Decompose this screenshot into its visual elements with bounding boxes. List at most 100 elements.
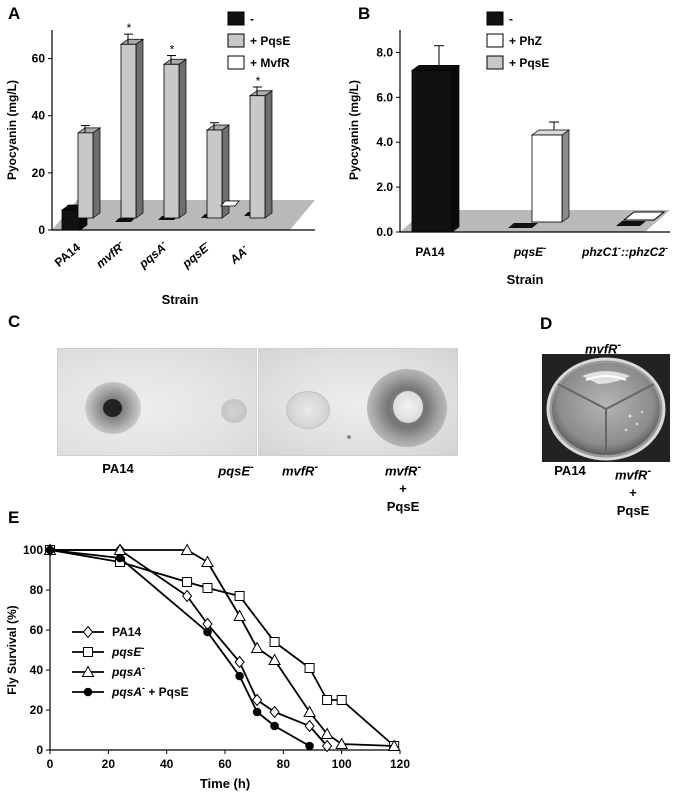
colony-pa14 bbox=[103, 399, 122, 417]
caption-c-pqse: pqsE- bbox=[218, 461, 254, 479]
chart-a-legend-2-swatch bbox=[227, 55, 245, 70]
chart-b-bar-black-top bbox=[410, 65, 461, 71]
chart-a-bar-grey bbox=[249, 95, 266, 219]
chart-e-x-tick-label: 40 bbox=[160, 757, 174, 771]
plate-photo-left bbox=[57, 348, 257, 456]
chart-e-point-3 bbox=[305, 741, 314, 751]
chart-b-legend-1-label: + PhZ bbox=[509, 34, 542, 48]
chart-b-bar-white-zero bbox=[622, 211, 666, 221]
caption-d-pa14: PA14 bbox=[554, 463, 586, 478]
chart-a-ylabel: Pyocyanin (mg/L) bbox=[5, 80, 19, 180]
chart-a-significance: * bbox=[127, 21, 132, 35]
chart-e-point-1 bbox=[304, 663, 315, 673]
chart-e-y-tick-label: 40 bbox=[30, 663, 44, 677]
petri-dish-photo bbox=[542, 354, 670, 462]
chart-e-line-2 bbox=[50, 549, 395, 747]
chart-e-legend-marker bbox=[82, 625, 94, 639]
chart-e-legend-label: pqsA- + PqsE bbox=[111, 683, 189, 699]
chart-a-legend-0-label: - bbox=[250, 12, 254, 26]
chart-a-category-label: AA- bbox=[225, 242, 252, 268]
chart-b-category-label: phzC1-::phzC2- bbox=[581, 243, 668, 259]
chart-b-bar-white-side bbox=[561, 129, 570, 223]
chart-a-y-tick-label: 60 bbox=[32, 52, 46, 66]
chart-e-point-1 bbox=[182, 577, 193, 587]
chart-e-legend-marker bbox=[83, 647, 93, 657]
chart-e-point-1 bbox=[202, 583, 213, 593]
chart-e-point-0 bbox=[269, 705, 280, 719]
chart-b-legend-0-label: - bbox=[509, 12, 513, 26]
chart-e-point-3 bbox=[235, 671, 244, 681]
chart-e-legend-marker bbox=[83, 687, 93, 697]
chart-a-bar-grey bbox=[120, 43, 137, 219]
chart-e-point-3 bbox=[115, 553, 125, 563]
chart-e-legend-marker bbox=[81, 665, 95, 677]
chart-a-category-label: mvfR- bbox=[92, 237, 128, 270]
chart-a-legend-1-swatch bbox=[227, 33, 245, 48]
panel-label-c: C bbox=[8, 312, 21, 331]
caption-c-mvfr: mvfR- bbox=[281, 461, 319, 479]
chart-e-point-1 bbox=[336, 695, 347, 705]
chart-a-significance: * bbox=[256, 74, 261, 88]
chart-a-bar-grey-side bbox=[135, 38, 144, 219]
chart-a-bar-grey-side bbox=[92, 127, 101, 219]
chart-e-legend-label: pqsA- bbox=[111, 663, 145, 679]
chart-e-point-0 bbox=[234, 655, 245, 669]
chart-e-point-2 bbox=[250, 641, 264, 653]
chart-b-bar-black-zero bbox=[508, 223, 538, 228]
chart-a-category-label: PA14 bbox=[52, 240, 84, 270]
chart-a-category-label: pqsA- bbox=[134, 237, 170, 271]
chart-b-legend-2-label: + PqsE bbox=[509, 56, 549, 70]
chart-b-category-label: pqsE- bbox=[513, 243, 546, 259]
chart-a-bar-grey bbox=[206, 129, 223, 219]
chart-a-bar-grey bbox=[77, 132, 94, 219]
chart-e-legend-label: PA14 bbox=[112, 625, 141, 639]
chart-e-y-tick-label: 80 bbox=[30, 583, 44, 597]
chart-e-point-3 bbox=[203, 627, 212, 637]
chart-e-point-3 bbox=[270, 721, 279, 731]
chart-b-bar-black-side bbox=[451, 64, 460, 233]
chart-b: 0.0 2.0 4.0 6.0 8.0 Pyocyanin (mg/L) Strain PA1… bbox=[347, 11, 670, 287]
chart-a-bar-grey-side bbox=[264, 90, 273, 219]
chart-e-y-tick-label: 60 bbox=[30, 623, 44, 637]
caption-d-top: mvfR- bbox=[584, 339, 622, 357]
chart-e-x-tick-label: 0 bbox=[47, 757, 54, 771]
chart-b-y-tick-label: 8.0 bbox=[376, 45, 393, 59]
chart-b-ylabel: Pyocyanin (mg/L) bbox=[347, 80, 361, 180]
chart-b-legend-1-swatch bbox=[486, 33, 504, 48]
colony-mvfr bbox=[286, 391, 330, 429]
chart-e-point-1 bbox=[234, 591, 245, 601]
chart-b-legend-0-swatch bbox=[486, 11, 504, 26]
chart-b-xlabel: Strain bbox=[507, 272, 544, 287]
chart-b-y-tick-label: 0.0 bbox=[376, 225, 393, 239]
chart-e-x-tick-label: 120 bbox=[390, 757, 410, 771]
chart-e-x-tick-label: 20 bbox=[102, 757, 116, 771]
chart-e-point-0 bbox=[181, 589, 193, 603]
chart-a: 0 20 40 60 Pyocyanin (mg/L) Strain PA14 * mvfR- *… bbox=[5, 11, 315, 307]
chart-b-y-tick-label: 2.0 bbox=[376, 180, 393, 194]
chart-b-category-label: PA14 bbox=[415, 245, 444, 259]
chart-e-point-0 bbox=[321, 739, 333, 753]
petri-dish bbox=[546, 357, 666, 461]
chart-e-xlabel: Time (h) bbox=[200, 776, 250, 791]
chart-e-x-tick-label: 80 bbox=[277, 757, 291, 771]
chart-a-bar-black bbox=[61, 209, 81, 231]
chart-e-point-2 bbox=[268, 653, 281, 665]
caption-c-mvfr-pqse: mvfR- + PqsE bbox=[384, 461, 422, 515]
chart-e-point-0 bbox=[304, 719, 315, 733]
caption-c-pa14: PA14 bbox=[102, 461, 134, 476]
chart-b-bar-black-zero bbox=[616, 221, 646, 226]
chart-b-y-tick-label: 6.0 bbox=[376, 90, 393, 104]
chart-e-ylabel: Fly Survival (%) bbox=[5, 605, 19, 694]
panel-label-d: D bbox=[540, 314, 553, 333]
chart-b-legend-2-swatch bbox=[486, 55, 504, 70]
chart-e-point-2 bbox=[335, 737, 349, 749]
chart-e-point-3 bbox=[45, 545, 55, 555]
chart-e-point-0 bbox=[251, 693, 263, 707]
caption-d-mvfr-pqse: mvfR- + PqsE bbox=[614, 465, 652, 519]
colony-pqse bbox=[221, 399, 247, 423]
chart-a-bar-grey-side bbox=[178, 58, 187, 219]
chart-a-y-tick-label: 40 bbox=[32, 109, 46, 123]
panel-label-a: A bbox=[8, 4, 21, 23]
chart-e-point-2 bbox=[320, 727, 334, 739]
chart-b-y-tick-label: 4.0 bbox=[376, 135, 393, 149]
